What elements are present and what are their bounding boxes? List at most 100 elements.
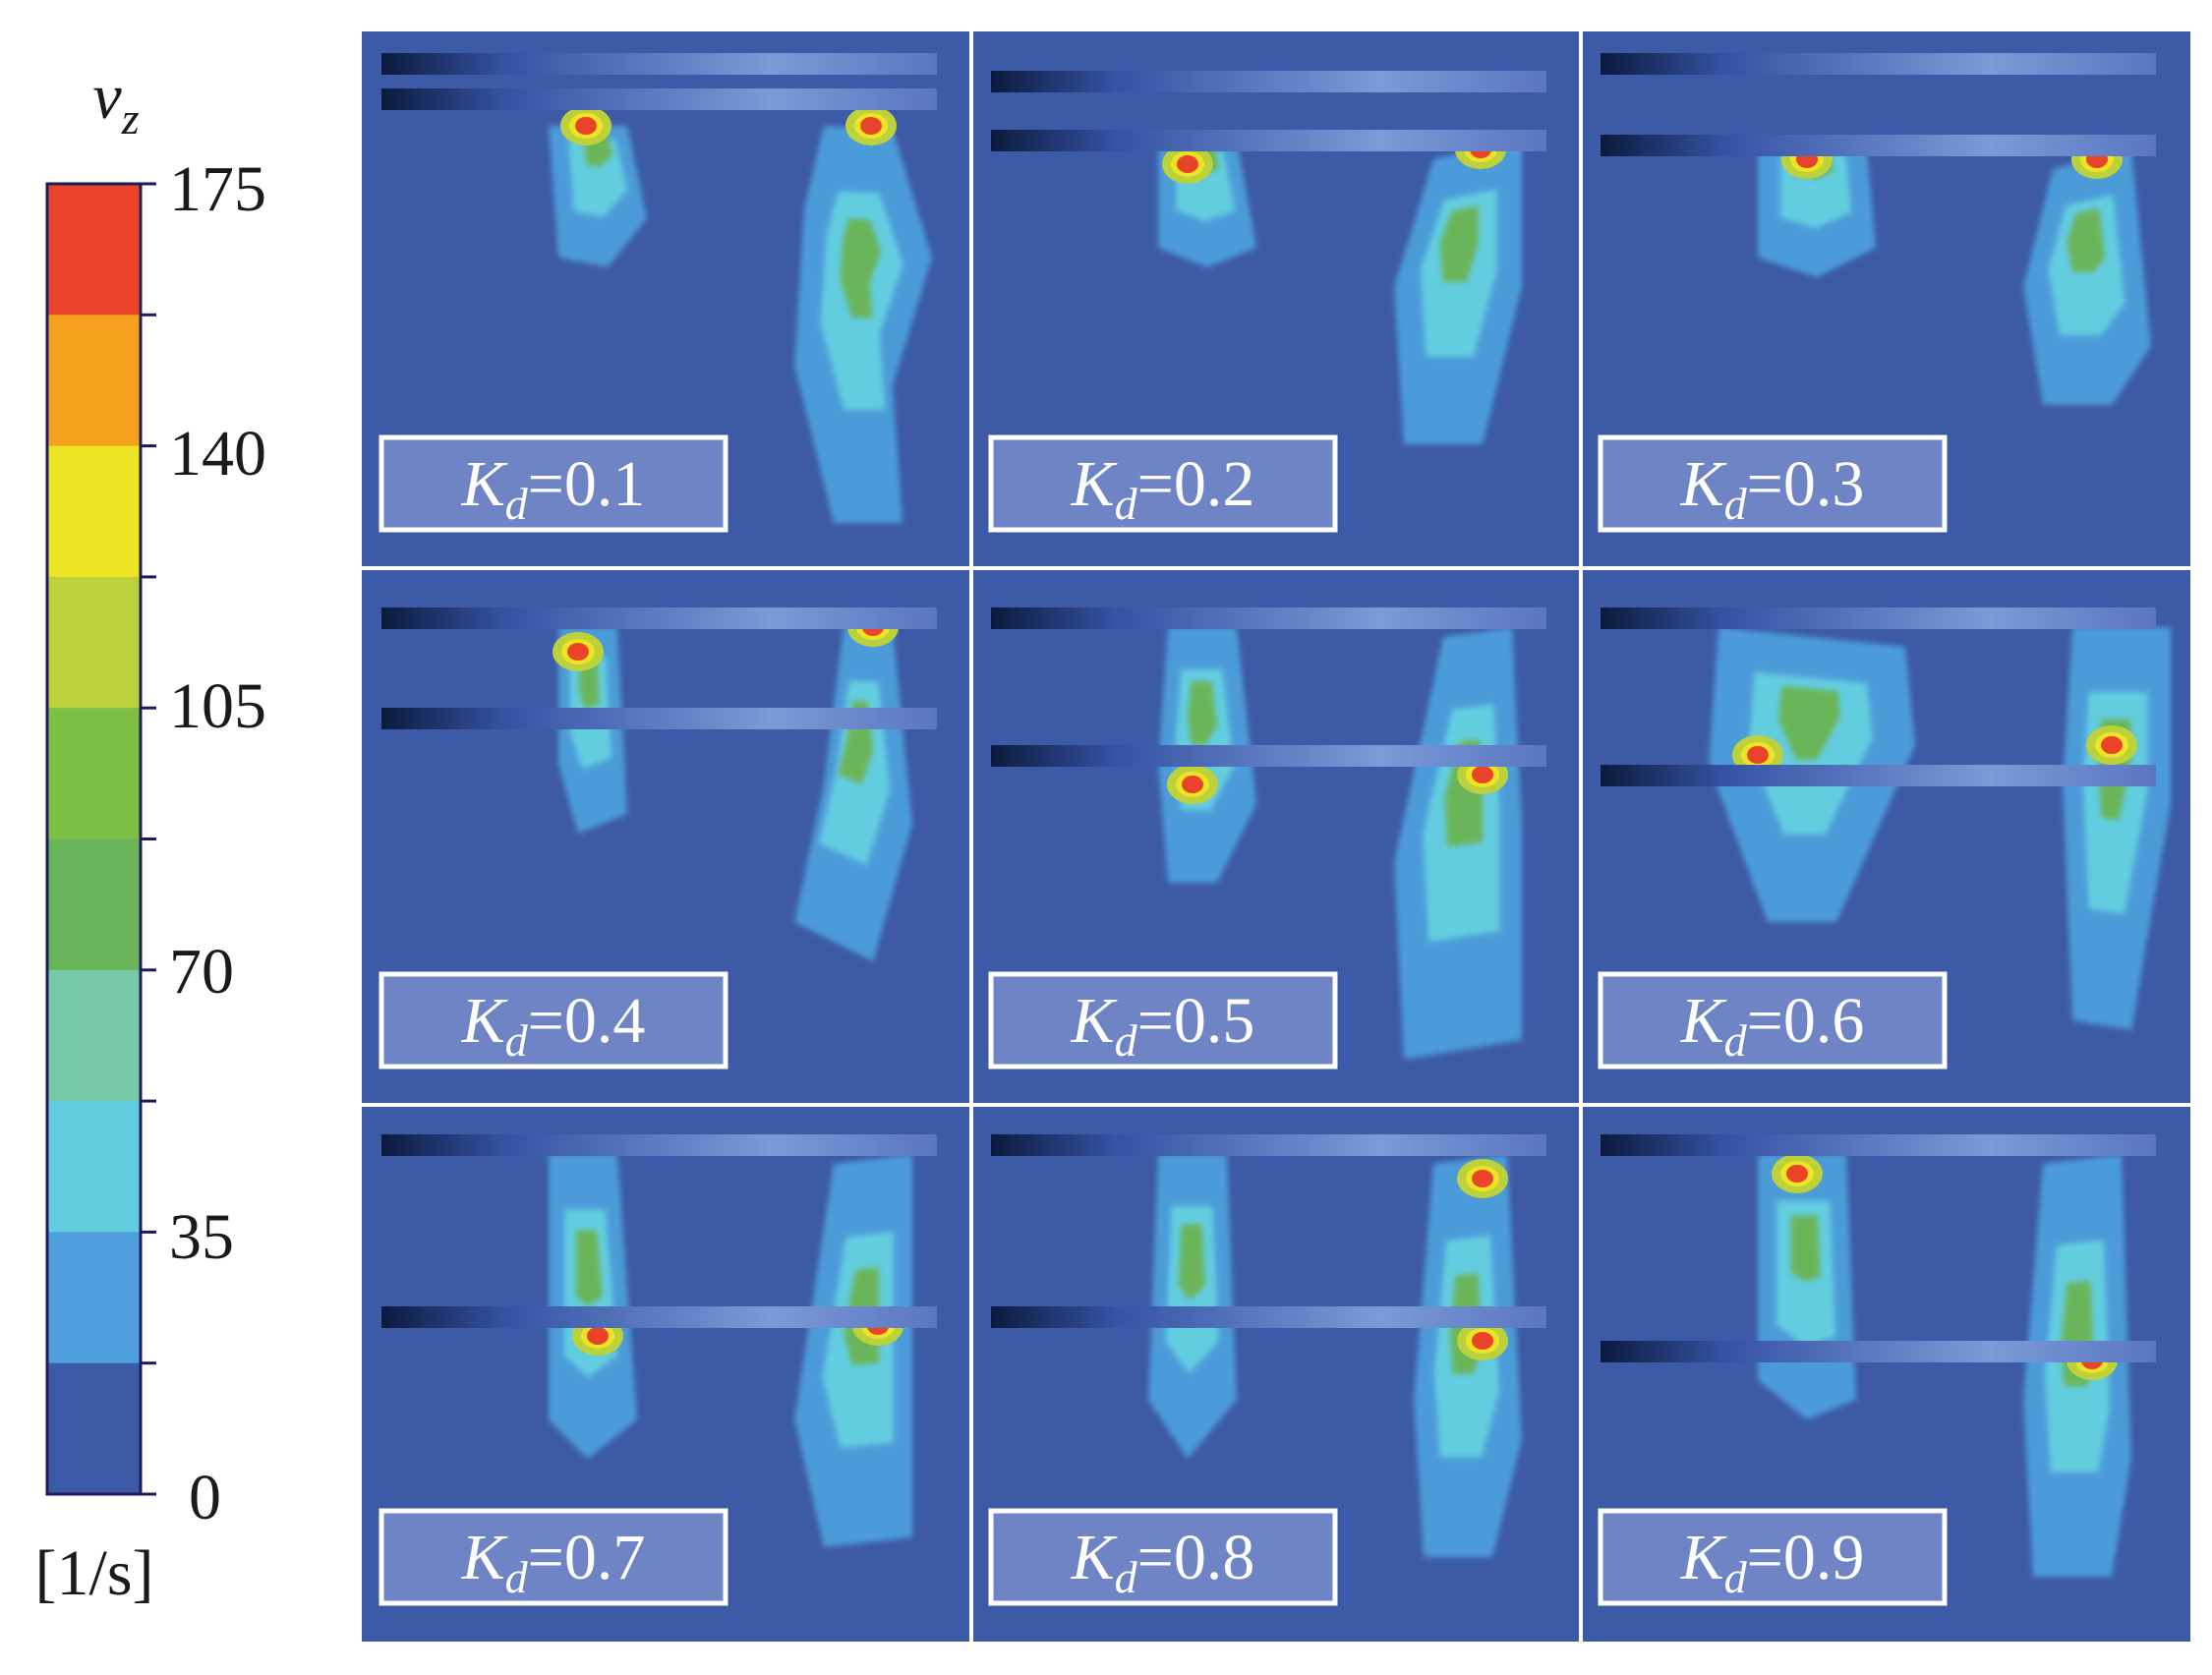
kd-subscript: d — [505, 1552, 529, 1602]
plume-core-inner — [1778, 686, 1841, 760]
rotor-bar — [991, 745, 1546, 767]
kd-label: Kd=0.4 — [378, 971, 728, 1069]
rotor-bar — [381, 53, 937, 75]
rotor-bar — [381, 1134, 937, 1156]
colorbar-band — [47, 576, 141, 709]
rotor-bar — [991, 71, 1546, 92]
kd-label: Kd=0.7 — [378, 1508, 728, 1606]
panel-kd-2: Kd=0.2 — [971, 31, 1581, 568]
panel-kd-8: Kd=0.8 — [971, 1105, 1581, 1642]
panel-kd-3: Kd=0.3 — [1581, 31, 2190, 568]
rotor-bar — [381, 607, 937, 629]
panel-kd-5: Kd=0.5 — [971, 568, 1581, 1105]
colorbar-bands — [47, 184, 141, 1495]
rotor-bar — [1601, 765, 2156, 786]
kd-symbol: K — [461, 448, 508, 520]
kd-label-text: Kd=0.6 — [1680, 985, 1865, 1066]
kd-value: =0.5 — [1137, 985, 1255, 1057]
kd-symbol: K — [461, 985, 508, 1057]
kd-label-text: Kd=0.1 — [461, 448, 646, 529]
hotspot-core — [1177, 155, 1198, 173]
colorbar-band — [47, 184, 141, 316]
kd-symbol: K — [1680, 985, 1727, 1057]
kd-label: Kd=0.6 — [1598, 971, 1948, 1069]
kd-label: Kd=0.5 — [988, 971, 1338, 1069]
kd-label-text: Kd=0.4 — [461, 985, 646, 1066]
hotspot-core — [575, 117, 597, 135]
panel-kd-4: Kd=0.4 — [362, 568, 971, 1105]
kd-label-text: Kd=0.8 — [1071, 1522, 1255, 1602]
kd-symbol: K — [1680, 1522, 1727, 1593]
colorbar-band — [47, 969, 141, 1102]
colorbar-band — [47, 445, 141, 578]
kd-label-text: Kd=0.5 — [1071, 985, 1255, 1066]
kd-label-box — [378, 971, 728, 1069]
kd-symbol: K — [1071, 985, 1118, 1057]
rotor-bar — [991, 130, 1546, 151]
hotspot-core — [1747, 746, 1769, 764]
hotspot-core — [860, 117, 882, 135]
kd-subscript: d — [1724, 1552, 1748, 1602]
rotor-bar — [1601, 1341, 2156, 1362]
kd-subscript: d — [505, 1015, 529, 1066]
hotspot-core — [1472, 766, 1493, 783]
rotor-bar — [1601, 1134, 2156, 1156]
kd-symbol: K — [1680, 448, 1727, 520]
hotspot-core — [1472, 1332, 1493, 1350]
plume-core — [568, 139, 627, 217]
colorbar-band — [47, 1362, 141, 1495]
hotspot-core — [1182, 776, 1203, 793]
colorbar-band — [47, 708, 141, 839]
colorbar-ticks — [141, 182, 156, 1496]
rotor-bar — [1601, 607, 2156, 629]
plume-core-inner — [1178, 1224, 1205, 1300]
kd-label-text: Kd=0.7 — [461, 1522, 646, 1602]
plume-core-inner — [1790, 1215, 1821, 1282]
colorbar-band — [47, 838, 141, 971]
hotspot-core — [1472, 1170, 1493, 1187]
kd-label-box — [1598, 434, 1948, 533]
colorbar-band — [47, 315, 141, 447]
kd-label: Kd=0.9 — [1598, 1508, 1948, 1606]
colorbar-tick-label-140: 140 — [169, 418, 266, 490]
kd-label: Kd=0.2 — [988, 434, 1338, 533]
kd-value: =0.8 — [1137, 1522, 1255, 1593]
panel-kd-6: Kd=0.6 — [1581, 568, 2190, 1105]
panel-kd-1: Kd=0.1 — [362, 31, 971, 568]
velocity-plumes — [549, 106, 932, 523]
plume-core-inner — [840, 218, 882, 318]
hotspot-core — [567, 643, 589, 661]
rotor-bar — [1601, 135, 2156, 156]
kd-label: Kd=0.8 — [988, 1508, 1338, 1606]
kd-label-text: Kd=0.2 — [1071, 448, 1255, 529]
panel-kd-7: Kd=0.7 — [362, 1105, 971, 1642]
kd-label-box — [378, 1508, 728, 1606]
kd-label-text: Kd=0.3 — [1680, 448, 1865, 529]
hotspot-core — [2101, 736, 2123, 754]
kd-subscript: d — [1115, 479, 1138, 529]
kd-symbol: K — [461, 1522, 508, 1593]
colorbar: vz 175 140 105 70 35 0 [1/s] — [35, 61, 266, 1609]
colorbar-band — [47, 1232, 141, 1364]
colorbar-tick-label-35: 35 — [169, 1201, 234, 1273]
kd-subscript: d — [1724, 479, 1748, 529]
plume-core-inner — [576, 1230, 603, 1306]
kd-value: =0.1 — [528, 448, 646, 520]
colorbar-tick-label-0: 0 — [189, 1462, 221, 1533]
colorbar-band — [47, 1101, 141, 1233]
rotor-bar — [991, 1306, 1546, 1328]
colorbar-tick-label-105: 105 — [169, 670, 266, 742]
kd-subscript: d — [505, 479, 529, 529]
kd-label: Kd=0.3 — [1598, 434, 1948, 533]
colorbar-tick-label-175: 175 — [169, 153, 266, 225]
rotor-bar — [381, 88, 937, 110]
colorbar-variable: vz — [92, 61, 139, 144]
rotor-bar — [381, 1306, 937, 1328]
kd-label: Kd=0.1 — [378, 434, 728, 533]
plume-core-inner — [2066, 208, 2106, 272]
kd-label-box — [378, 434, 728, 533]
kd-value: =0.7 — [528, 1522, 646, 1593]
hotspot-core — [1786, 1165, 1808, 1183]
plume-core-inner — [1188, 681, 1218, 745]
plume-core-inner — [1439, 205, 1479, 282]
